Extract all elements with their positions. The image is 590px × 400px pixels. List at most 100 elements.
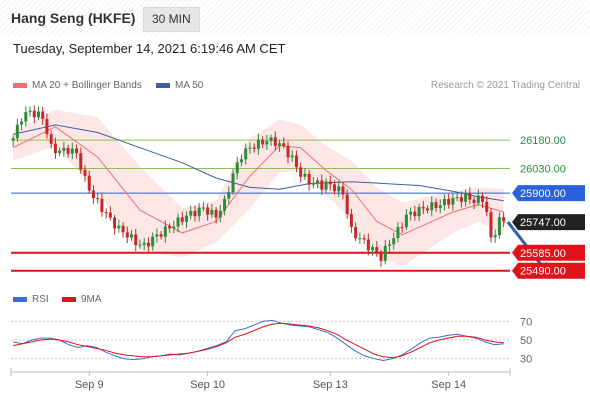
candle-body [91, 190, 95, 199]
candle-body [430, 202, 434, 211]
candle-body [447, 199, 451, 205]
candle-body [163, 226, 167, 237]
legend-rsi-ma: 9MA [62, 294, 102, 305]
rsi-tick-label: 70 [520, 316, 532, 328]
level-label-25490-00-tag [512, 262, 585, 279]
candle-body [176, 217, 180, 227]
candle-body [117, 225, 121, 229]
ma20-label: MA 20 + Bollinger Bands [32, 80, 142, 91]
candle-body [96, 198, 100, 200]
chart-header: Hang Seng (HKFE) 30 MIN [0, 0, 590, 36]
candle-body [311, 182, 315, 185]
candle-body [358, 238, 362, 240]
candle-body [468, 193, 472, 200]
candle-body [113, 217, 117, 229]
timestamp: Tuesday, September 14, 2021 6:19:46 AM C… [13, 41, 286, 56]
rsi-series-rsi [13, 319, 504, 362]
level-label-25900-00-tag [512, 185, 585, 202]
candle-body [11, 138, 15, 141]
candle-body [286, 145, 290, 158]
rsi-ma-label: 9MA [81, 294, 102, 305]
legend-ma20: MA 20 + Bollinger Bands [13, 80, 142, 91]
candle-body [485, 201, 489, 213]
instrument-title: Hang Seng (HKFE) [11, 10, 136, 26]
candle-body [379, 253, 383, 261]
candle-body [248, 147, 252, 149]
candle-body [493, 235, 497, 238]
candle-body [375, 247, 379, 254]
candle-body [62, 147, 66, 151]
candle-body [256, 139, 260, 149]
candle-body [417, 206, 421, 217]
ma50-swatch [156, 82, 170, 88]
candle-body [100, 198, 104, 213]
candle-body [387, 244, 391, 246]
level-label-25900-00: 25900.00 [520, 188, 566, 200]
candle-body [413, 211, 417, 217]
candle-body [328, 181, 332, 185]
rsi-swatch [13, 296, 27, 302]
candle-body [481, 195, 485, 202]
level-label-26030-00: 26030.00 [520, 163, 566, 175]
candle-body [49, 134, 53, 144]
ma50-line [12, 124, 504, 202]
candle-body [426, 208, 430, 211]
candle-body [265, 141, 269, 145]
timeframe-button[interactable]: 30 MIN [143, 7, 200, 32]
candle-body [434, 202, 438, 208]
candle-body [337, 186, 341, 192]
credit-text: Research © 2021 Trading Central [430, 80, 580, 91]
candle-body [294, 155, 298, 168]
candle-body [155, 234, 159, 237]
candle-body [75, 148, 79, 154]
candle-body [345, 194, 349, 215]
candle-body [269, 137, 273, 142]
ma20-line [12, 126, 504, 236]
candle-body [392, 238, 396, 245]
candle-body [125, 232, 129, 238]
candles [11, 105, 506, 267]
candle-body [455, 197, 459, 199]
candle-body [70, 148, 74, 154]
candle-body [316, 180, 320, 183]
candle-body [24, 112, 28, 122]
level-label-25585-00-tag [512, 244, 585, 261]
candle-body [210, 209, 214, 215]
rsi-label: RSI [32, 294, 49, 305]
candle-body [218, 210, 222, 218]
level-label-25585-00: 25585.00 [520, 248, 566, 260]
candle-body [214, 209, 218, 218]
candle-body [464, 193, 468, 202]
candle-body [502, 217, 506, 222]
candle-body [235, 162, 239, 174]
candle-body [193, 210, 197, 217]
candle-body [130, 234, 134, 238]
candle-body [104, 212, 108, 214]
candle-body [252, 147, 256, 149]
level-label-26180-00: 26180.00 [520, 135, 566, 147]
candle-body [459, 197, 463, 202]
candle-body [442, 199, 446, 206]
candle-body [45, 118, 49, 135]
x-tick-label: Sep 13 [313, 379, 348, 391]
candle-body [451, 197, 455, 205]
candle-body [244, 148, 248, 160]
candle-body [41, 111, 45, 119]
candle-body [239, 159, 243, 163]
candle-body [400, 227, 404, 229]
candle-body [151, 236, 155, 247]
candle-body [66, 147, 70, 154]
candle-body [497, 217, 501, 236]
candle-body [142, 242, 146, 245]
candle-body [79, 153, 83, 170]
candle-body [172, 226, 176, 229]
candle-body [206, 207, 210, 215]
candle-body [223, 198, 227, 211]
legend-ma50: MA 50 [156, 80, 203, 91]
candle-body [83, 169, 87, 176]
candle-body [472, 199, 476, 204]
candle-body [324, 181, 328, 190]
candle-body [201, 207, 205, 209]
level-label-25747-00: 25747.00 [520, 217, 566, 229]
candle-body [20, 121, 24, 125]
